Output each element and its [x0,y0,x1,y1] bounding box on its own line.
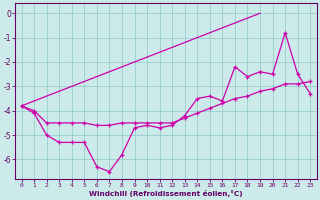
X-axis label: Windchill (Refroidissement éolien,°C): Windchill (Refroidissement éolien,°C) [89,190,243,197]
